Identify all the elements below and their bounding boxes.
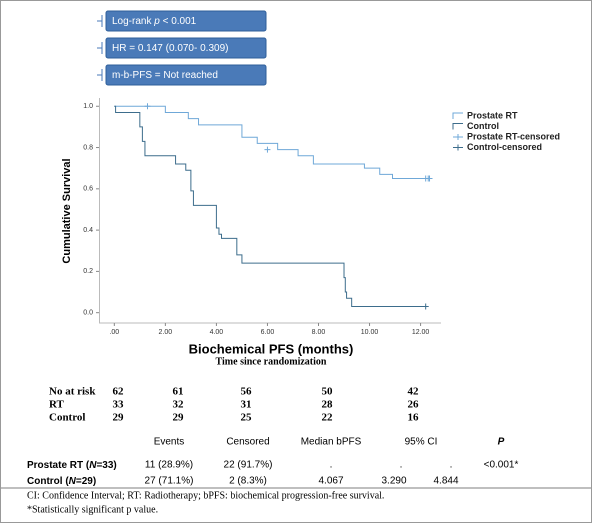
risk-value: 33 [113,399,125,411]
table-cell: 11 (28.9%) [145,460,193,471]
annotation-box [105,10,267,32]
table-header: Median bPFS [301,437,362,448]
x-axis-sublabel: Time since randomization [216,356,327,367]
footnote: CI: Confidence Interval; RT: Radiotherap… [27,490,384,501]
legend-symbol [452,112,463,119]
censor-mark [422,303,429,310]
risk-value: 25 [241,412,253,424]
censor-mark [426,175,433,182]
table-cell: <0.001* [484,460,519,471]
x-tick-label: .00 [109,329,119,336]
risk-value: 16 [408,412,420,424]
table-cell: 22 (91.7%) [224,460,273,471]
table-header: 95% CI [405,437,438,448]
annotation-bracket [97,15,103,27]
legend-label: Control [467,121,499,131]
risk-row-label: Control [49,412,85,424]
censor-mark [144,103,151,110]
annotation-part: m-b-PFS = Not reached [112,70,218,81]
x-tick-label: 8.00 [312,329,326,336]
table-cell: 2 (8.3%) [229,476,267,487]
y-tick-label: 1.0 [83,103,93,110]
row-label-part: Control ( [27,476,69,487]
y-tick-label: 0.8 [83,144,93,151]
survival-curve [114,105,430,180]
annotation: Log-rank p < 0.001 [112,16,197,27]
risk-value: 26 [408,399,420,411]
risk-value: 50 [322,386,334,398]
risk-value: 31 [241,399,252,411]
x-tick-label: 2.00 [159,329,173,336]
annotation-box [105,37,267,59]
row-label-part: =33) [96,460,116,471]
survival-curve [114,105,426,307]
censor-mark [264,146,271,153]
row-label-part: =29) [76,476,96,487]
y-axis-label: Cumulative Survival [61,158,73,263]
legend-symbol [453,134,463,140]
risk-value: 56 [241,386,253,398]
y-tick-label: 0.6 [83,186,93,193]
legend-label: Control-censored [467,142,542,152]
risk-value: 32 [173,399,185,411]
risk-row-label: RT [49,399,65,411]
legend-label: Prostate RT [467,110,518,120]
legend-label: Prostate RT-censored [467,131,560,141]
row-label-part: N [89,460,97,471]
annotation-part: HR = 0.147 (0.070- 0.309) [112,43,228,54]
annotation-box [105,64,267,86]
table-cell: . [330,460,333,471]
x-tick-label: 4.00 [210,329,224,336]
risk-value: 61 [173,386,184,398]
annotation: m-b-PFS = Not reached [112,70,218,81]
annotation-part: < 0.001 [160,16,197,27]
table-header: P [498,437,505,448]
table-header: Events [154,437,185,448]
risk-value: 62 [113,386,125,398]
footnote: *Statistically significant p value. [27,504,158,515]
row-label-part: N [69,476,77,487]
annotation-bracket [97,42,103,54]
annotation-bracket [97,69,103,81]
risk-value: 22 [322,412,334,424]
table-cell: 27 (71.1%) [145,476,194,487]
x-tick-label: 10.00 [361,329,379,336]
x-tick-label: 12.00 [412,329,430,336]
legend-symbol [453,144,463,151]
legend-symbol [452,123,463,130]
annotation-part: Log-rank [112,16,154,27]
table-cell: . [450,460,453,471]
table-cell: 4.844 [433,476,458,487]
table-row-label: Control (N=29) [27,476,96,487]
risk-row-label: No at risk [49,386,96,398]
table-row-label: Prostate RT (N=33) [27,460,117,471]
annotation-part: p [153,16,160,27]
risk-value: 28 [322,399,334,411]
table-cell: 4.067 [318,476,343,487]
table-cell: . [400,460,403,471]
x-tick-label: 6.00 [261,329,275,336]
risk-value: 42 [408,386,420,398]
y-tick-label: 0.2 [83,268,93,275]
y-tick-label: 0.0 [83,310,93,317]
table-header: Censored [226,437,269,448]
x-axis-label: Biochemical PFS (months) [189,341,354,356]
annotation: HR = 0.147 (0.070- 0.309) [112,43,228,54]
table-cell: 3.290 [381,476,406,487]
risk-value: 29 [113,412,125,424]
row-label-part: Prostate RT ( [27,460,90,471]
risk-value: 29 [173,412,185,424]
y-tick-label: 0.4 [83,227,93,234]
